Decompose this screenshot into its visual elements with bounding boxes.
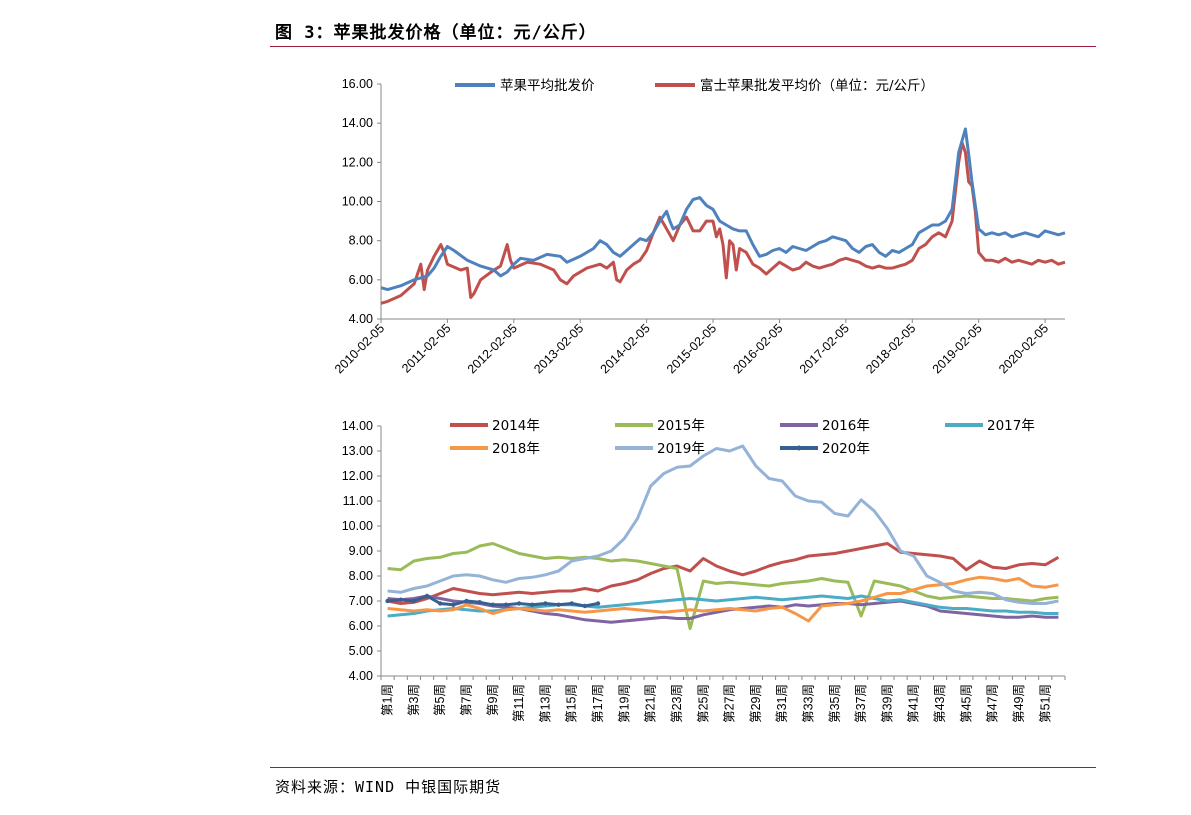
y-tick-label: 12.00 (342, 469, 373, 483)
x-tick-label: 第23周 (670, 684, 684, 723)
data-point (503, 602, 509, 607)
y-tick-label: 12.00 (342, 155, 373, 169)
source-note: 资料来源：WIND 中银国际期货 (275, 778, 502, 796)
x-tick-label: 第9周 (486, 684, 500, 716)
data-point (411, 598, 417, 604)
series-line (387, 594, 1059, 624)
x-tick-label: 第15周 (565, 684, 579, 723)
y-tick-label: 13.00 (342, 444, 373, 458)
x-tick-label: 第47周 (986, 684, 1000, 723)
y-tick-label: 8.00 (349, 234, 373, 248)
x-tick-label: 第13周 (538, 684, 552, 723)
y-tick-label: 4.00 (349, 669, 373, 683)
legend-label: 2018年 (492, 441, 540, 457)
legend-label: 2015年 (657, 418, 705, 434)
x-tick-label: 第3周 (407, 684, 421, 716)
x-tick-label: 第33周 (802, 684, 816, 723)
x-tick-label: 第41周 (907, 684, 921, 723)
x-tick-label: 第21周 (644, 684, 658, 723)
x-tick-label: 第19周 (617, 684, 631, 723)
x-tick-label: 第5周 (433, 684, 447, 716)
x-tick-label: 2014-02-05 (598, 321, 653, 376)
y-tick-label: 14.00 (342, 419, 373, 433)
y-tick-label: 11.00 (343, 494, 373, 508)
y-tick-label: 14.00 (342, 116, 373, 130)
legend-label: 2014年 (492, 418, 540, 434)
x-tick-label: 第51周 (1038, 684, 1052, 723)
x-tick-label: 第43周 (933, 684, 947, 723)
legend-label: 苹果平均批发价 (500, 78, 595, 94)
legend-label: 富士苹果批发平均价（单位：元/公斤） (700, 77, 934, 94)
x-tick-label: 2015-02-05 (664, 321, 719, 376)
series-line (380, 127, 1066, 292)
data-point (451, 602, 456, 607)
figure-title: 图 3：苹果批发价格（单位：元/公斤） (275, 23, 597, 43)
data-point (398, 597, 403, 602)
data-point (530, 602, 535, 607)
data-point (543, 601, 548, 606)
x-tick-label: 2019-02-05 (930, 321, 985, 376)
x-tick-label: 第7周 (460, 684, 474, 716)
x-tick-label: 第29周 (749, 684, 763, 723)
series-line (380, 141, 1066, 305)
legend-label: 2016年 (822, 418, 870, 434)
x-tick-label: 2011-02-05 (399, 321, 453, 375)
x-tick-label: 第49周 (1012, 684, 1026, 723)
x-tick-label: 第25周 (696, 684, 710, 723)
y-tick-label: 7.00 (349, 594, 373, 608)
data-point (556, 602, 561, 607)
y-tick-label: 4.00 (349, 312, 373, 326)
x-tick-label: 2013-02-05 (531, 321, 586, 376)
legend-marker (796, 445, 802, 451)
x-tick-label: 2012-02-05 (465, 321, 520, 376)
series-line (387, 542, 1059, 630)
bottom-divider (270, 767, 1096, 768)
data-point (582, 603, 588, 609)
series-line (387, 444, 1059, 605)
x-tick-label: 第45周 (959, 684, 973, 723)
data-point (595, 601, 601, 606)
x-tick-label: 2020-02-05 (996, 321, 1051, 376)
legend-label: 2020年 (822, 441, 870, 457)
data-point (477, 600, 482, 605)
y-tick-label: 6.00 (349, 619, 373, 633)
x-tick-label: 第17周 (591, 684, 605, 723)
y-tick-label: 8.00 (349, 569, 373, 583)
y-tick-label: 9.00 (349, 544, 373, 558)
x-tick-label: 第35周 (828, 684, 842, 723)
x-tick-label: 2010-02-05 (332, 321, 387, 376)
series-line (387, 575, 1059, 623)
x-tick-label: 第1周 (381, 684, 395, 716)
data-point (385, 598, 390, 604)
data-point (516, 601, 522, 606)
series-line (387, 542, 1060, 605)
y-tick-label: 10.00 (342, 195, 373, 209)
y-tick-label: 10.00 (342, 519, 373, 533)
x-tick-label: 第31周 (775, 684, 789, 723)
legend-label: 2017年 (987, 418, 1035, 434)
x-tick-label: 第37周 (854, 684, 868, 723)
x-tick-label: 2017-02-05 (797, 321, 852, 376)
data-point (490, 602, 496, 607)
x-tick-label: 2018-02-05 (863, 321, 918, 376)
top-divider (270, 46, 1096, 47)
x-tick-label: 2016-02-05 (730, 321, 785, 376)
y-tick-label: 5.00 (349, 644, 373, 658)
x-tick-label: 第27周 (723, 684, 737, 723)
y-tick-label: 6.00 (349, 273, 373, 287)
x-tick-label: 第11周 (512, 684, 526, 722)
y-tick-label: 16.00 (342, 77, 373, 91)
legend-label: 2019年 (657, 441, 705, 457)
data-point (424, 593, 430, 599)
data-point (464, 598, 469, 604)
x-tick-label: 第39周 (880, 684, 894, 723)
data-point (437, 601, 443, 606)
data-point (569, 601, 574, 606)
